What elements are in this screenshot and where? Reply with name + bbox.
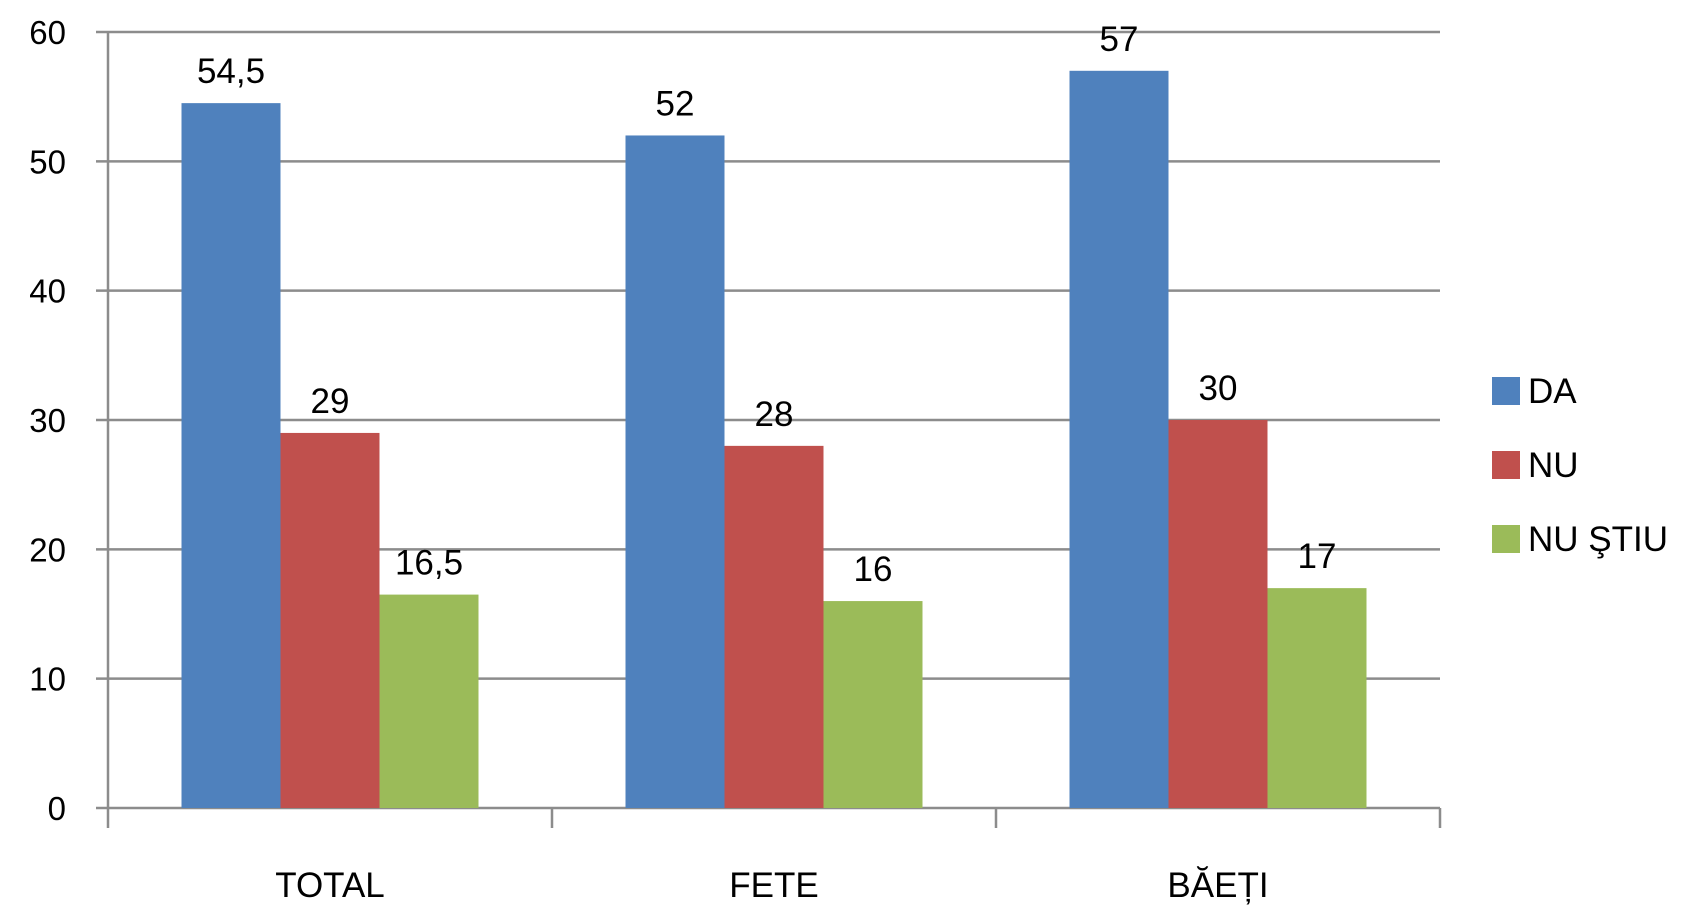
- data-label: 16,5: [395, 544, 463, 583]
- bar: [280, 432, 380, 808]
- bars: [181, 70, 1367, 809]
- bar: [1267, 588, 1367, 808]
- data-label: 28: [755, 395, 794, 434]
- data-label: 29: [311, 382, 350, 421]
- x-tick-label: TOTAL: [275, 866, 385, 905]
- data-label: 52: [656, 84, 695, 123]
- bar: [625, 135, 725, 808]
- legend-label: NU: [1528, 446, 1579, 485]
- legend-swatch: [1492, 451, 1520, 479]
- y-tick-label: 40: [29, 273, 66, 310]
- legend: DA NU NU ŞTIU: [1492, 372, 1668, 559]
- legend-swatch: [1492, 525, 1520, 553]
- bar: [724, 445, 824, 808]
- bar: [823, 601, 923, 808]
- data-label: 54,5: [197, 52, 265, 91]
- x-tick-label: BĂEȚI: [1167, 866, 1268, 905]
- bar: [1069, 70, 1169, 809]
- data-label: 16: [854, 550, 893, 589]
- y-tick-label: 30: [29, 402, 66, 439]
- y-tick-label: 10: [29, 661, 66, 698]
- data-label: 30: [1199, 369, 1238, 408]
- x-tick-label: FETE: [729, 866, 818, 905]
- axes: 0 10 20 30 40 50 60 TOTAL FETE BĂEȚI: [29, 14, 1442, 905]
- y-tick-label: 20: [29, 531, 66, 568]
- legend-swatch: [1492, 377, 1520, 405]
- legend-label: NU ŞTIU: [1528, 520, 1668, 559]
- legend-label: DA: [1528, 372, 1577, 411]
- y-tick-label: 50: [29, 143, 66, 180]
- data-labels: 54,5 52 57 29 28 30 16,5 16 17: [197, 20, 1337, 589]
- bar: [1168, 420, 1268, 808]
- bar: [379, 594, 479, 808]
- y-tick-label: 60: [29, 14, 66, 51]
- data-label: 57: [1100, 20, 1139, 59]
- bar: [181, 103, 281, 809]
- data-label: 17: [1298, 537, 1337, 576]
- y-tick-label: 0: [48, 790, 66, 827]
